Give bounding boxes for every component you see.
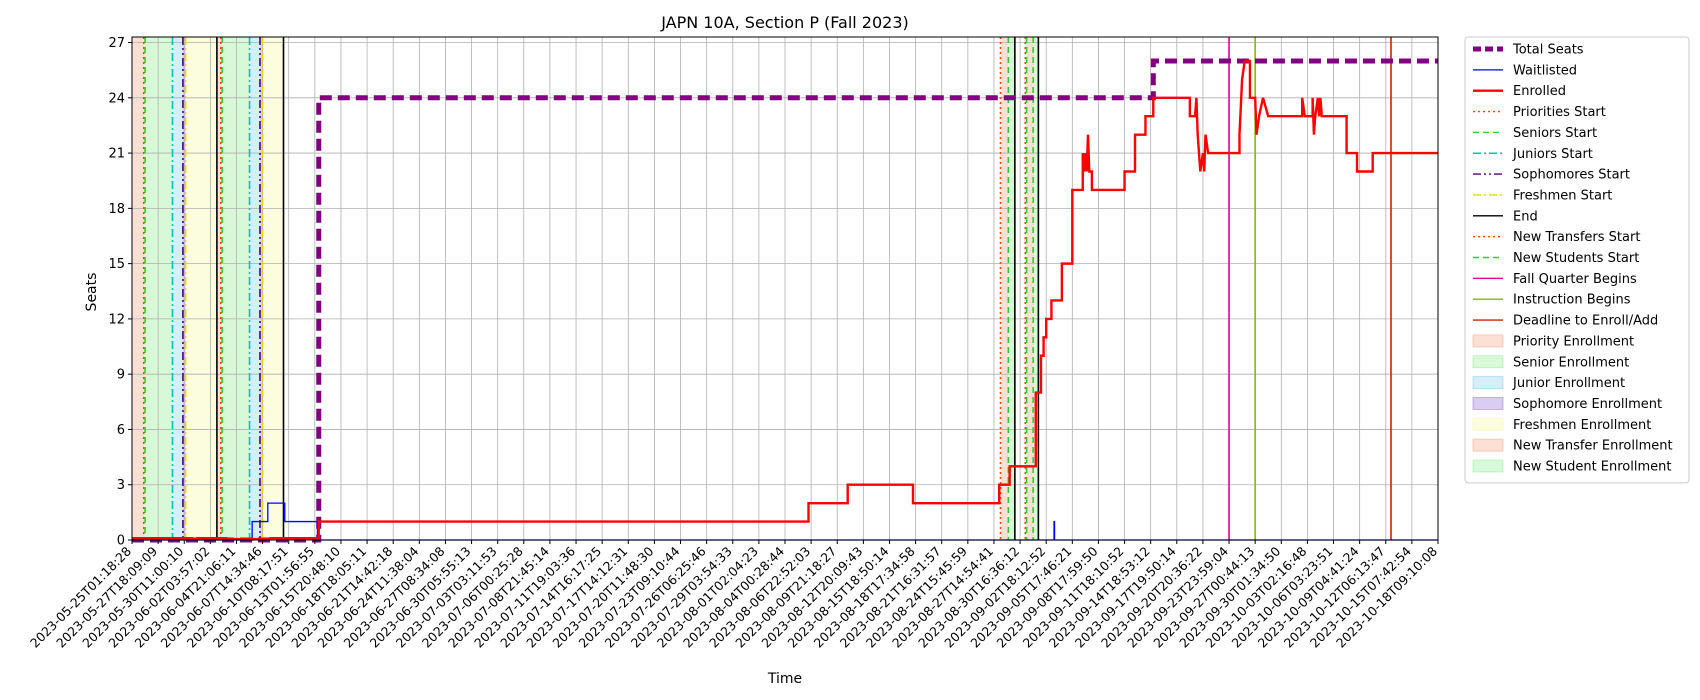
plot-area: 03691215182124272023-05-25T01:18:282023-…	[27, 36, 1440, 651]
span-new-transfer-enrollment-12	[1025, 37, 1034, 540]
legend-swatch	[1472, 355, 1504, 369]
span-senior-enrollment-6	[222, 37, 250, 540]
legend-label: Sophomores Start	[1513, 168, 1630, 183]
legend-label: Priorities Start	[1513, 105, 1606, 120]
legend-label: Deadline to Enroll/Add	[1513, 314, 1658, 329]
legend-label: Seniors Start	[1513, 126, 1597, 141]
legend-swatch	[1472, 459, 1504, 473]
span-freshmen-enrollment-4	[185, 37, 217, 540]
y-tick-label: 15	[108, 257, 125, 272]
span-priority-enrollment-0	[132, 37, 144, 540]
legend-label: End	[1513, 209, 1538, 224]
chart-title: JAPN 10A, Section P (Fall 2023)	[660, 13, 909, 32]
span-junior-enrollment-7	[249, 37, 260, 540]
y-tick-label: 3	[117, 478, 125, 493]
span-new-student-enrollment-11	[1008, 37, 1015, 540]
y-tick-label: 21	[108, 147, 125, 162]
span-junior-enrollment-2	[172, 37, 183, 540]
span-freshmen-enrollment-9	[262, 37, 284, 540]
legend-label: New Transfers Start	[1513, 230, 1640, 245]
legend-label: Instruction Begins	[1513, 293, 1631, 308]
legend-swatch	[1472, 438, 1504, 452]
span-new-transfer-enrollment-10	[1000, 37, 1009, 540]
legend-label: Fall Quarter Begins	[1513, 272, 1637, 287]
series-waitlisted	[132, 502, 1438, 541]
legend-label: New Students Start	[1513, 251, 1639, 266]
legend-swatch	[1472, 376, 1504, 390]
series-enrolled	[132, 59, 1438, 541]
legend-box	[1464, 36, 1690, 484]
y-tick-label: 12	[108, 312, 125, 327]
x-axis-label: Time	[767, 671, 802, 687]
legend: Total Seats Waitlisted Enrolled Priorities …	[1464, 36, 1690, 484]
legend-label: Enrolled	[1513, 84, 1566, 99]
legend-label: Sophomore Enrollment	[1513, 397, 1662, 412]
y-tick-label: 6	[117, 423, 125, 438]
legend-label: Priority Enrollment	[1513, 334, 1634, 349]
y-tick-label: 0	[117, 534, 125, 549]
legend-label: Senior Enrollment	[1513, 355, 1629, 370]
y-tick-label: 9	[117, 368, 125, 383]
legend-swatch	[1472, 397, 1504, 410]
y-tick-label: 27	[108, 36, 125, 51]
y-tick-label: 24	[108, 91, 125, 106]
legend-label: New Student Enrollment	[1513, 460, 1671, 475]
span-priority-enrollment-5	[216, 37, 223, 540]
y-axis-label: Seats	[84, 273, 100, 312]
legend-swatch	[1472, 417, 1504, 431]
legend-swatch	[1472, 334, 1504, 348]
y-tick-label: 18	[108, 202, 125, 217]
legend-label: New Transfer Enrollment	[1513, 439, 1673, 454]
legend-label: Waitlisted	[1513, 63, 1577, 78]
span-new-student-enrollment-13	[1033, 37, 1039, 540]
legend-label: Junior Enrollment	[1512, 376, 1625, 391]
span-sophomore-enrollment-8	[259, 37, 263, 540]
legend-label: Juniors Start	[1512, 147, 1593, 162]
legend-label: Freshmen Enrollment	[1513, 418, 1651, 433]
legend-label: Freshmen Start	[1513, 188, 1612, 203]
legend-label: Total Seats	[1512, 43, 1584, 58]
